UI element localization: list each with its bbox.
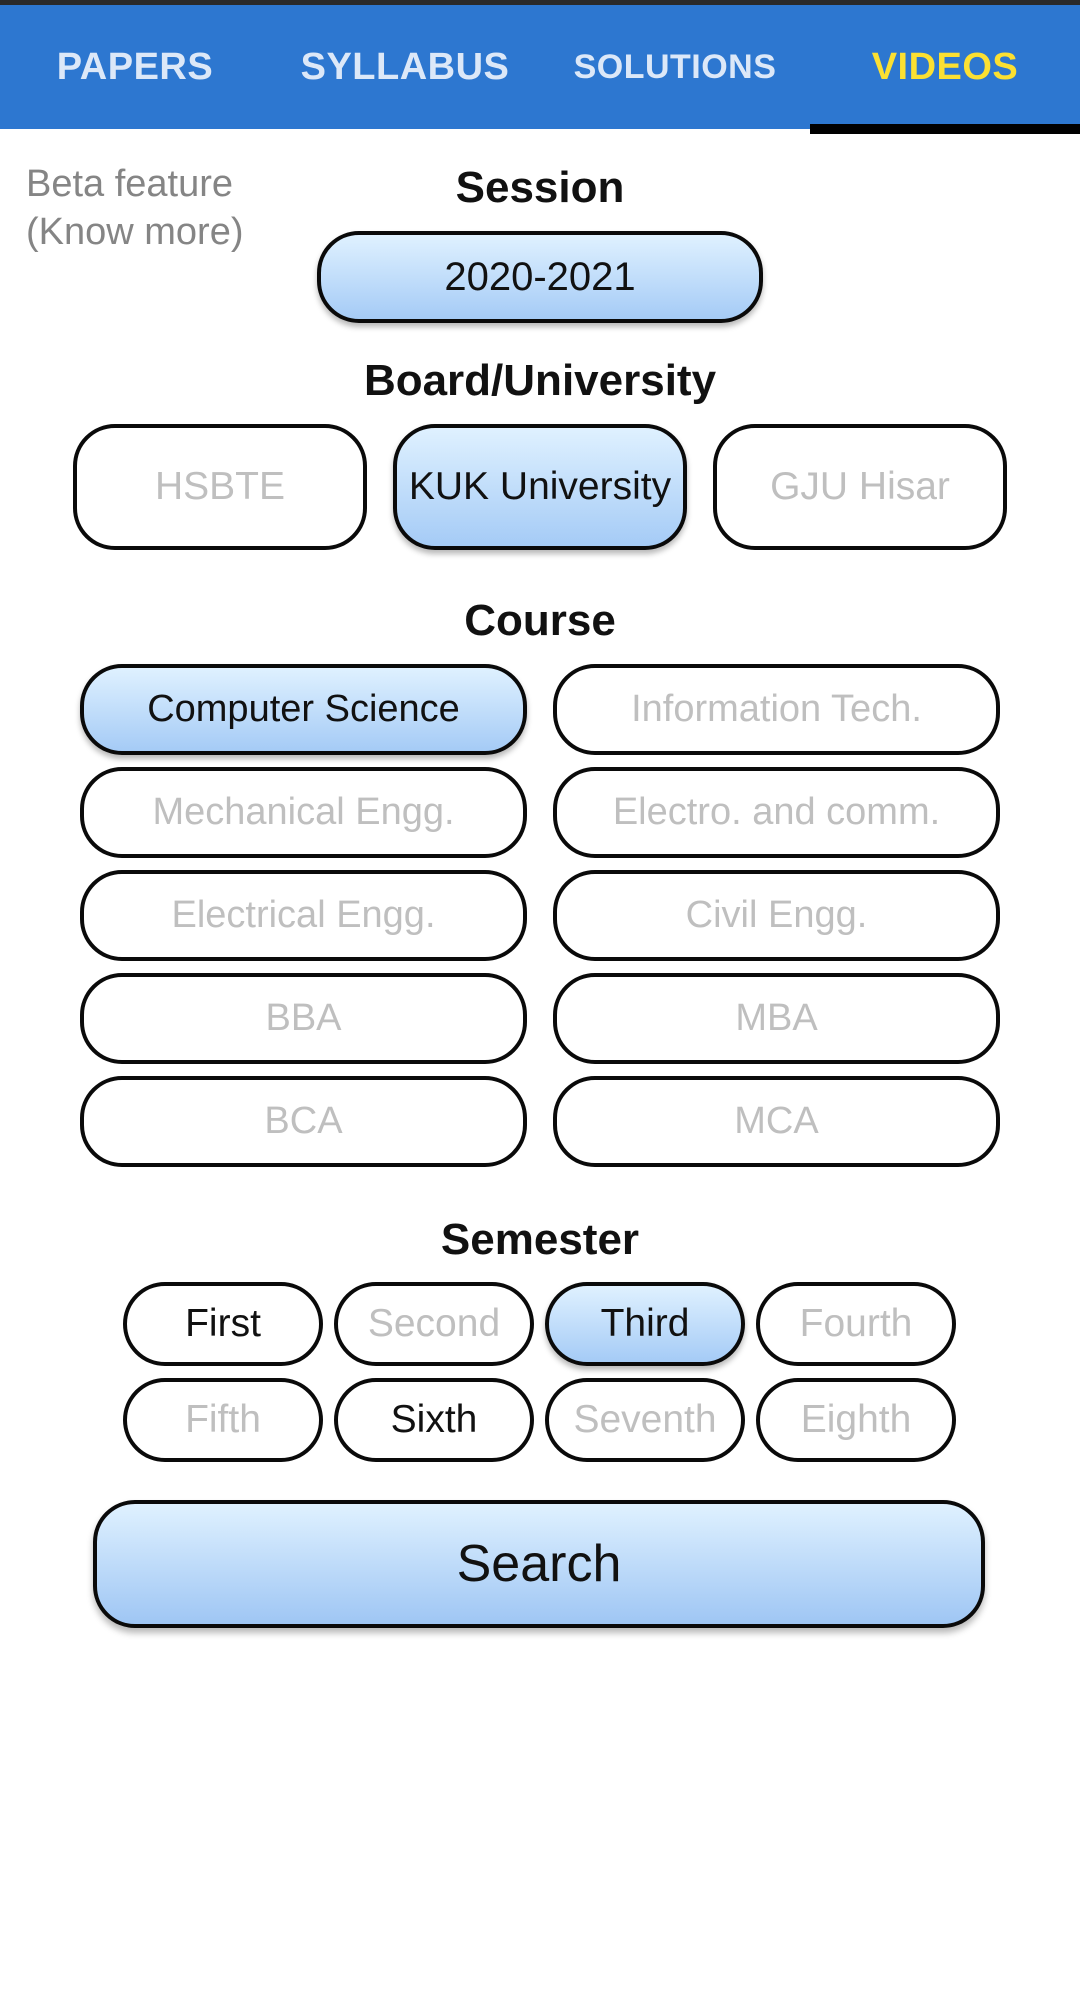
active-tab-indicator: [810, 124, 1080, 134]
course-option-bca[interactable]: BCA: [80, 1076, 527, 1167]
status-strip: [0, 0, 1080, 5]
beta-feature-label: Beta feature: [26, 163, 234, 205]
course-option-computer-science[interactable]: Computer Science: [80, 664, 527, 755]
semester-option-fourth[interactable]: Fourth: [756, 1282, 956, 1366]
tab-papers[interactable]: PAPERS: [56, 45, 214, 88]
course-option-bba[interactable]: BBA: [80, 973, 527, 1064]
semester-option-second[interactable]: Second: [334, 1282, 534, 1366]
course-option-mechanical-engg[interactable]: Mechanical Engg.: [80, 767, 527, 858]
semester-option-third[interactable]: Third: [545, 1282, 745, 1366]
board-title: Board/University: [363, 356, 717, 405]
session-selector[interactable]: 2020-2021: [317, 231, 763, 323]
course-option-electrical-engg[interactable]: Electrical Engg.: [80, 870, 527, 961]
tab-solutions[interactable]: SOLUTIONS: [573, 47, 777, 86]
course-option-information-tech[interactable]: Information Tech.: [553, 664, 1000, 755]
know-more-label: (Know more): [26, 211, 244, 253]
semester-option-sixth[interactable]: Sixth: [334, 1378, 534, 1462]
course-option-electro-and-comm[interactable]: Electro. and comm.: [553, 767, 1000, 858]
search-button[interactable]: Search: [93, 1500, 985, 1628]
semester-option-first[interactable]: First: [123, 1282, 323, 1366]
semester-option-fifth[interactable]: Fifth: [123, 1378, 323, 1462]
course-option-mca[interactable]: MCA: [553, 1076, 1000, 1167]
semester-title: Semester: [440, 1215, 640, 1264]
tab-videos[interactable]: VIDEOS: [871, 45, 1019, 88]
course-option-civil-engg[interactable]: Civil Engg.: [553, 870, 1000, 961]
board-option-kuk-university[interactable]: KUK University: [393, 424, 687, 550]
semester-option-seventh[interactable]: Seventh: [545, 1378, 745, 1462]
course-option-mba[interactable]: MBA: [553, 973, 1000, 1064]
board-option-gju-hisar[interactable]: GJU Hisar: [713, 424, 1007, 550]
top-tab-bar: PAPERS SYLLABUS SOLUTIONS VIDEOS: [0, 5, 1080, 134]
course-title: Course: [464, 596, 616, 645]
tab-syllabus[interactable]: SYLLABUS: [300, 45, 510, 88]
semester-option-eighth[interactable]: Eighth: [756, 1378, 956, 1462]
beta-feature-link[interactable]: Beta feature (Know more): [26, 160, 244, 256]
session-title: Session: [455, 163, 625, 212]
board-option-hsbte[interactable]: HSBTE: [73, 424, 367, 550]
